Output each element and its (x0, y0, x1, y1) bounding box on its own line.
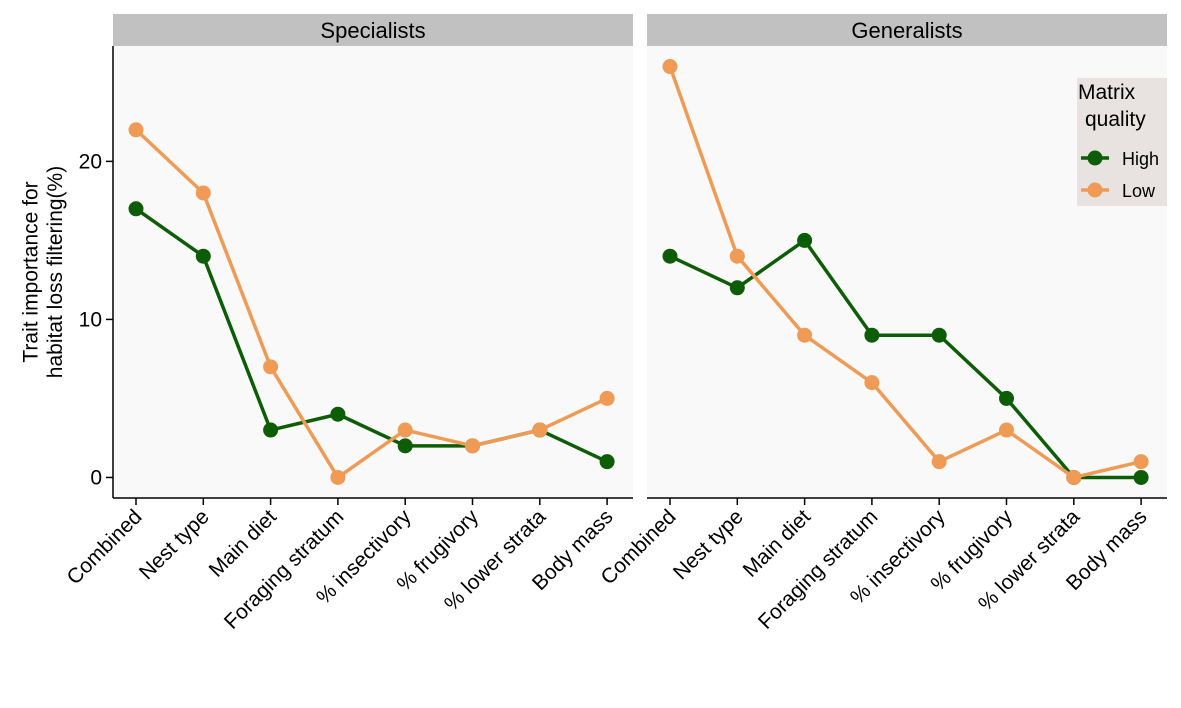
y-tick-label: 0 (90, 466, 102, 489)
y-axis-title: Trait importance forhabitat loss filteri… (20, 166, 67, 378)
point-low-main-diet (263, 359, 279, 375)
point-high-pct-insectivory (397, 438, 413, 454)
point-high-pct-insectivory (931, 327, 947, 343)
point-low-main-diet (797, 327, 813, 343)
point-high-nest-type (195, 248, 211, 264)
point-low-nest-type (195, 185, 211, 201)
point-low-pct-lower-strata (1066, 469, 1082, 485)
x-tick-label-foraging-stratum: Foraging stratum (754, 505, 883, 634)
point-high-nest-type (729, 280, 745, 296)
point-low-pct-insectivory (931, 454, 947, 470)
facet-strip (647, 14, 1167, 46)
y-tick-label: 10 (79, 308, 102, 331)
point-high-pct-frugivory (999, 390, 1014, 406)
y-tick-label: 20 (79, 150, 102, 173)
series-line-high (669, 238, 1142, 480)
point-high-main-diet (797, 232, 813, 248)
x-tick-label-foraging-stratum: Foraging stratum (220, 505, 349, 634)
x-tick-label-nest-type: Nest type (669, 505, 748, 584)
facet-strip-label: Specialists (320, 18, 425, 43)
point-low-body-mass (1133, 454, 1149, 470)
point-high-combined (128, 201, 144, 217)
legend-label-low: Low (1122, 181, 1156, 201)
point-low-pct-lower-strata (532, 422, 548, 438)
point-low-pct-frugivory (999, 422, 1014, 438)
legend: Matrix quality High Low (1077, 78, 1167, 206)
legend-title-line: Matrix (1078, 81, 1136, 104)
x-tick-label-nest-type: Nest type (135, 505, 214, 584)
point-high-body-mass (1133, 469, 1149, 485)
point-high-main-diet (263, 422, 279, 438)
legend-key-point-low (1087, 182, 1103, 198)
point-high-foraging-stratum (864, 327, 880, 343)
legend-key-point-high (1087, 150, 1103, 166)
point-low-nest-type (729, 248, 745, 264)
point-low-combined (662, 59, 678, 75)
legend-label-high: High (1122, 149, 1159, 169)
point-low-pct-frugivory (465, 438, 480, 454)
point-high-combined (662, 248, 678, 264)
series-line-low (668, 65, 1142, 480)
y-axis-title-text: Trait importance forhabitat loss filteri… (20, 166, 67, 378)
point-low-body-mass (599, 390, 615, 406)
point-high-foraging-stratum (330, 406, 346, 422)
point-high-body-mass (599, 454, 615, 470)
point-low-foraging-stratum (330, 469, 346, 485)
legend-title-line: quality (1085, 108, 1146, 131)
panel-background (113, 46, 633, 498)
facet-strip (113, 14, 633, 46)
y-axis-title-line: Trait importance for (20, 181, 43, 362)
point-low-foraging-stratum (864, 375, 880, 391)
point-low-pct-insectivory (397, 422, 413, 438)
y-axis-title-line: habitat loss filtering(%) (44, 166, 67, 378)
series-line-low (134, 128, 608, 480)
x-tick-label-combined: Combined (63, 505, 147, 589)
point-low-combined (128, 122, 144, 138)
facet-strip-label: Generalists (851, 18, 962, 43)
